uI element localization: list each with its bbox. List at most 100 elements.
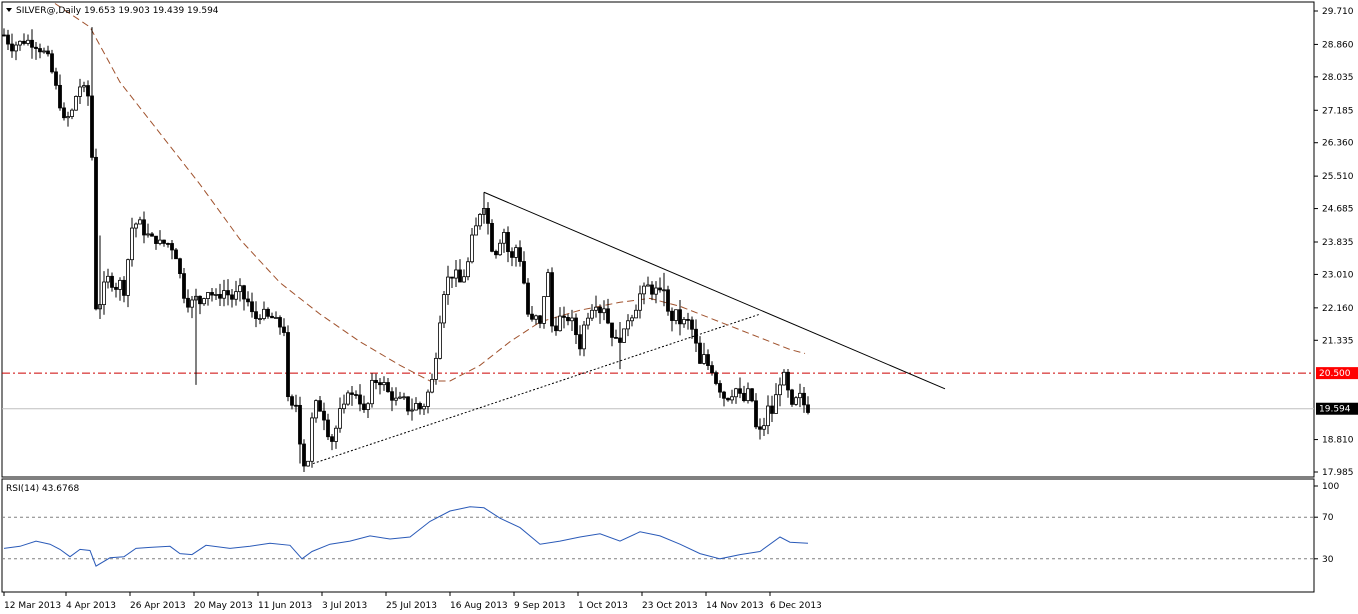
candle-body-bear bbox=[46, 50, 50, 55]
candle bbox=[134, 222, 138, 238]
candle-body-bull bbox=[26, 39, 30, 44]
candle-body-bear bbox=[278, 317, 282, 328]
candle-body-bear bbox=[610, 322, 614, 338]
candle-body-bear bbox=[710, 365, 714, 374]
time-axis[interactable]: 12 Mar 2013 4 Apr 2013 26 Apr 2013 20 May 2… bbox=[3, 592, 822, 611]
candle bbox=[494, 249, 498, 259]
candle bbox=[398, 391, 402, 400]
candle bbox=[602, 300, 606, 321]
rsi-tick-label: 100 bbox=[1322, 482, 1339, 492]
candle bbox=[642, 282, 646, 305]
main-pane[interactable] bbox=[1, 1, 1315, 478]
candle-body-bear bbox=[694, 328, 698, 344]
rsi-tick-label: 30 bbox=[1322, 555, 1334, 565]
candle bbox=[518, 240, 522, 267]
candle-body-bear bbox=[182, 273, 186, 299]
candle bbox=[446, 265, 450, 305]
candle-body-bear bbox=[114, 286, 118, 290]
candle bbox=[102, 271, 106, 315]
candle-body-bear bbox=[250, 301, 254, 313]
candle bbox=[254, 301, 258, 328]
candle bbox=[370, 373, 374, 408]
candle-body-bear bbox=[34, 46, 38, 49]
candle bbox=[366, 402, 370, 418]
candle bbox=[678, 299, 682, 336]
rsi-layer bbox=[2, 506, 1314, 567]
candle bbox=[270, 312, 274, 319]
candle bbox=[458, 259, 462, 283]
candle-body-bull bbox=[634, 309, 638, 319]
candle-body-bear bbox=[62, 107, 66, 119]
price-tick-label: 17.985 bbox=[1322, 468, 1354, 478]
trendlines[interactable] bbox=[312, 191, 946, 465]
candle-body-bull bbox=[766, 405, 770, 427]
candle-body-bear bbox=[578, 334, 582, 350]
candle-body-bear bbox=[2, 34, 6, 37]
candle-body-bull bbox=[338, 408, 342, 429]
candle-body-bull bbox=[130, 227, 134, 261]
candle-body-bull bbox=[190, 299, 194, 308]
candle bbox=[502, 228, 506, 253]
price-tick-label: 24.685 bbox=[1322, 205, 1354, 215]
time-tick-label: 4 Apr 2013 bbox=[66, 601, 116, 611]
candle bbox=[430, 373, 434, 394]
candle bbox=[70, 108, 74, 120]
candle bbox=[606, 298, 610, 325]
candle-body-bear bbox=[714, 372, 718, 384]
candle bbox=[130, 217, 134, 267]
candle-body-bull bbox=[638, 293, 642, 311]
candle-body-bull bbox=[630, 317, 634, 322]
candle-body-bear bbox=[614, 336, 618, 339]
candle-body-bear bbox=[218, 294, 222, 299]
candle bbox=[202, 297, 206, 306]
price-tick-label: 27.185 bbox=[1322, 106, 1354, 116]
candle-body-bull bbox=[774, 394, 778, 414]
candle-body-bull bbox=[438, 322, 442, 359]
candle bbox=[234, 280, 238, 306]
candle-body-bear bbox=[122, 279, 126, 296]
candle-body-bear bbox=[406, 396, 410, 412]
candle bbox=[282, 318, 286, 337]
candle-body-bull bbox=[434, 357, 438, 380]
candle-body-bull bbox=[106, 275, 110, 283]
candle-body-bear bbox=[362, 403, 366, 410]
candle-body-bull bbox=[646, 284, 650, 287]
candle bbox=[530, 305, 534, 322]
candles-layer bbox=[2, 27, 810, 473]
candle bbox=[438, 315, 442, 360]
candle bbox=[586, 312, 590, 330]
price-axis[interactable]: 29.710 28.860 28.035 27.185 26.360 25.510 24.6… bbox=[1314, 7, 1354, 478]
candle bbox=[466, 257, 470, 281]
candle bbox=[174, 248, 178, 260]
candle bbox=[10, 33, 14, 58]
candle-body-bear bbox=[10, 43, 14, 52]
candle-body-bull bbox=[42, 50, 46, 53]
candle-body-bull bbox=[410, 409, 414, 412]
candle-body-bear bbox=[110, 275, 114, 288]
candle-body-bull bbox=[746, 388, 750, 402]
candle bbox=[322, 402, 326, 431]
triangle-down-icon[interactable] bbox=[6, 8, 12, 12]
candle bbox=[562, 306, 566, 329]
candle bbox=[342, 394, 346, 414]
candle-body-bull bbox=[314, 400, 318, 419]
candle bbox=[246, 291, 250, 307]
candle bbox=[382, 376, 386, 391]
candle-body-bull bbox=[82, 85, 86, 88]
candle bbox=[166, 242, 170, 248]
candle-body-bear bbox=[318, 400, 322, 412]
candle bbox=[698, 336, 702, 364]
candle-body-bull bbox=[778, 384, 782, 396]
candle-body-bear bbox=[670, 310, 674, 321]
candle bbox=[230, 289, 234, 308]
candle-body-bear bbox=[198, 295, 202, 305]
candle-body-bear bbox=[322, 410, 326, 421]
candle bbox=[470, 227, 474, 264]
candle bbox=[46, 45, 50, 57]
candle-body-bull bbox=[546, 272, 550, 298]
candle-body-bull bbox=[238, 285, 242, 293]
candle bbox=[734, 387, 738, 404]
moving-average-line bbox=[54, 3, 806, 382]
candle bbox=[462, 269, 466, 283]
price-tick-label: 22.160 bbox=[1322, 304, 1354, 314]
